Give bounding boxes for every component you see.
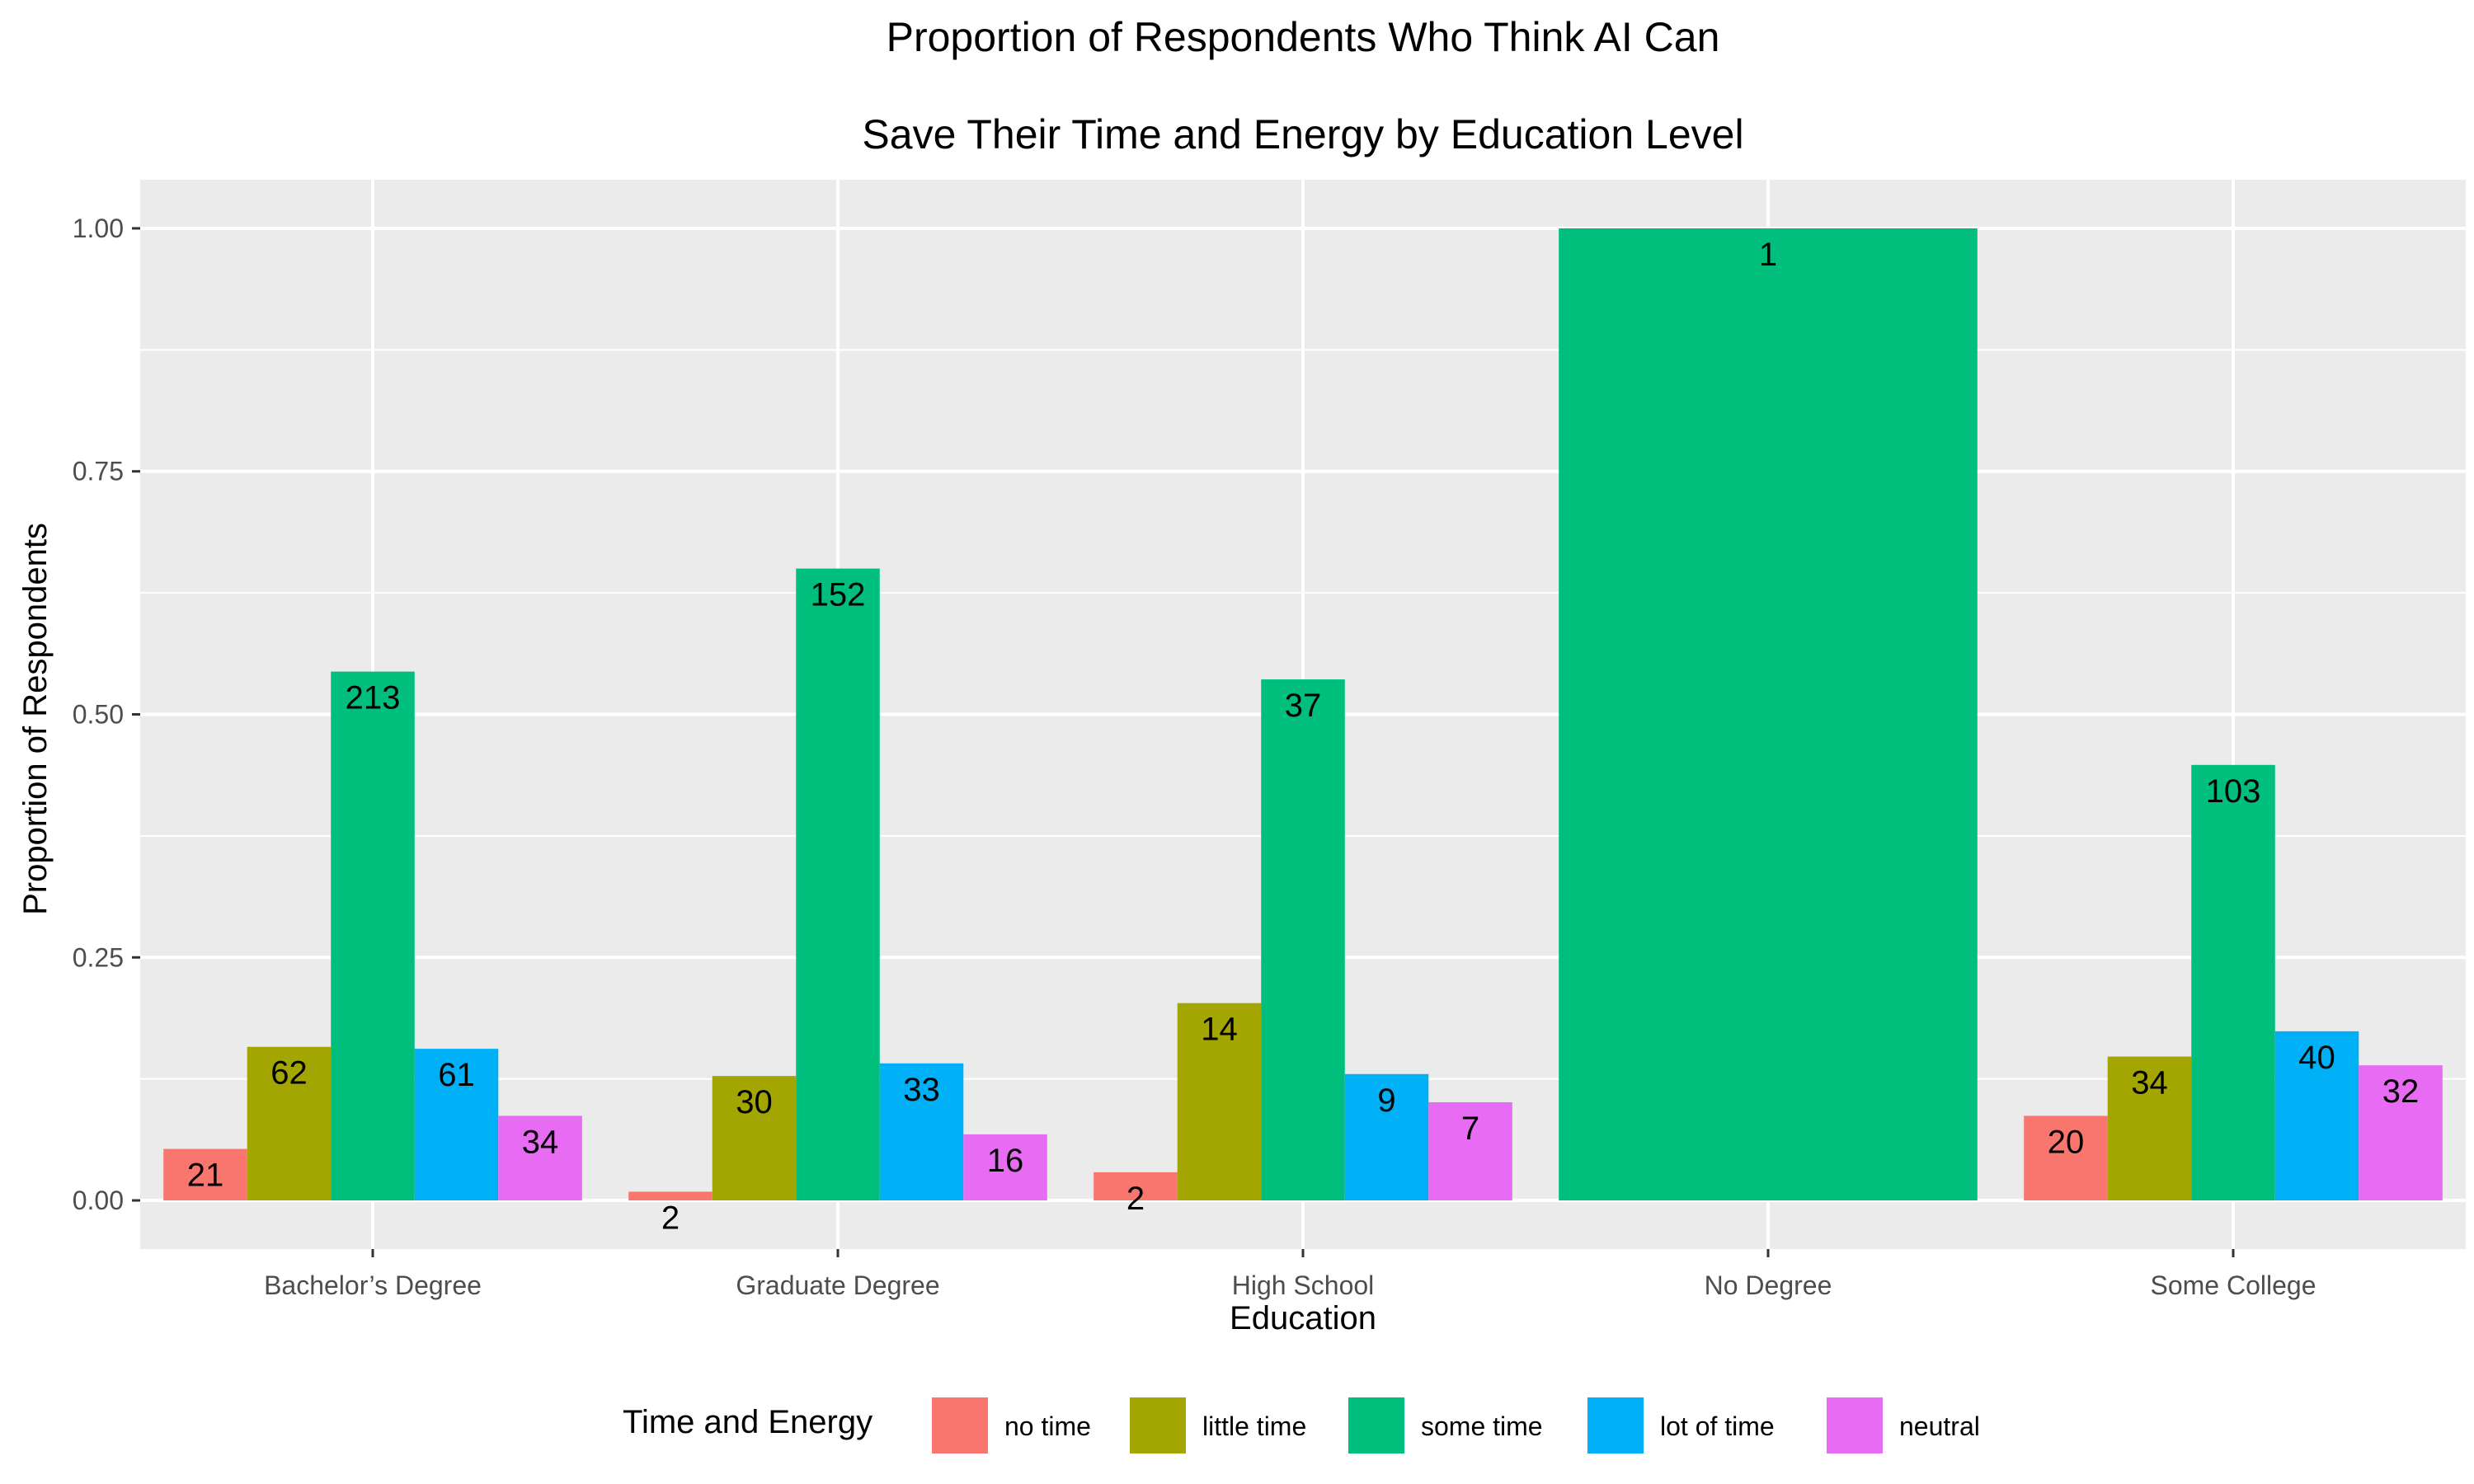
bar <box>2274 1031 2359 1201</box>
x-tick-label: Graduate Degree <box>736 1270 939 1300</box>
bar-data-label: 16 <box>987 1143 1024 1179</box>
bar <box>247 1046 332 1201</box>
y-axis-title: Proportion of Respondents <box>17 523 54 915</box>
bar-data-label: 103 <box>2206 773 2261 810</box>
y-tick-label: 0.50 <box>73 700 124 730</box>
bar <box>2359 1065 2443 1201</box>
legend-key <box>932 1397 988 1453</box>
bar <box>1344 1073 1429 1201</box>
bar <box>1428 1101 1512 1201</box>
bar-data-label: 34 <box>522 1124 559 1160</box>
bar <box>414 1049 499 1201</box>
bar <box>2024 1115 2108 1201</box>
plot-area: 0.00 0.25 0.50 0.75 1.00 Bachelor’s Degree Gra… <box>73 180 2466 1300</box>
bar-data-label: 213 <box>346 680 401 716</box>
x-tick-label: High School <box>1232 1270 1375 1300</box>
bar <box>1177 1003 1262 1201</box>
bar-data-label: 9 <box>1377 1082 1395 1119</box>
legend-label: little time <box>1202 1411 1306 1441</box>
bar-data-label: 14 <box>1201 1012 1238 1048</box>
legend-label: no time <box>1004 1411 1091 1441</box>
legend-label: neutral <box>1899 1411 1980 1441</box>
legend-title: Time and Energy <box>623 1404 872 1440</box>
bar-data-label: 1 <box>1759 237 1777 273</box>
y-tick-label: 0.00 <box>73 1186 124 1215</box>
bar-data-label: 34 <box>2131 1065 2168 1101</box>
bar-data-label: 7 <box>1461 1111 1479 1147</box>
y-tick-label: 1.00 <box>73 214 124 243</box>
bar-data-label: 2 <box>661 1200 680 1236</box>
bar-data-label: 37 <box>1285 688 1322 724</box>
x-tick-label: Bachelor’s Degree <box>264 1270 482 1300</box>
chart-title-line-2: Save Their Time and Energy by Education … <box>862 111 1743 157</box>
legend-key <box>1587 1397 1644 1453</box>
x-tick-label: Some College <box>2151 1270 2316 1300</box>
bar <box>331 671 415 1201</box>
y-tick-label: 0.75 <box>73 457 124 486</box>
bar-data-label: 40 <box>2298 1040 2335 1076</box>
bar <box>796 568 880 1201</box>
bar-data-label: 2 <box>1126 1181 1145 1217</box>
y-tick-label: 0.25 <box>73 942 124 972</box>
bar <box>879 1063 964 1201</box>
bar <box>628 1191 713 1201</box>
legend: Time and Energy no time little time some t… <box>623 1397 1980 1453</box>
legend-label: some time <box>1421 1411 1543 1441</box>
legend-key <box>1130 1397 1186 1453</box>
bar <box>2107 1056 2192 1201</box>
x-axis-title: Education <box>1230 1300 1376 1336</box>
bar-data-label: 152 <box>811 577 866 613</box>
bar <box>712 1076 797 1201</box>
bar <box>1559 228 1978 1201</box>
bar <box>498 1115 582 1201</box>
bar <box>1094 1172 1178 1201</box>
bar <box>1261 679 1345 1201</box>
bar <box>163 1148 247 1201</box>
x-tick-label: No Degree <box>1705 1270 1832 1300</box>
chart-title-line-1: Proportion of Respondents Who Think AI C… <box>887 14 1720 60</box>
bar-data-label: 30 <box>736 1084 773 1120</box>
legend-key <box>1348 1397 1404 1453</box>
bar-data-label: 61 <box>438 1057 475 1093</box>
bar <box>963 1134 1047 1201</box>
bar <box>2191 764 2275 1201</box>
bar-data-label: 62 <box>270 1055 308 1092</box>
legend-key <box>1827 1397 1883 1453</box>
bar-data-label: 33 <box>903 1072 940 1108</box>
bar-data-label: 21 <box>187 1158 224 1194</box>
bar-data-label: 32 <box>2382 1073 2420 1110</box>
bar-data-label: 20 <box>2048 1124 2085 1160</box>
legend-label: lot of time <box>1660 1411 1775 1441</box>
